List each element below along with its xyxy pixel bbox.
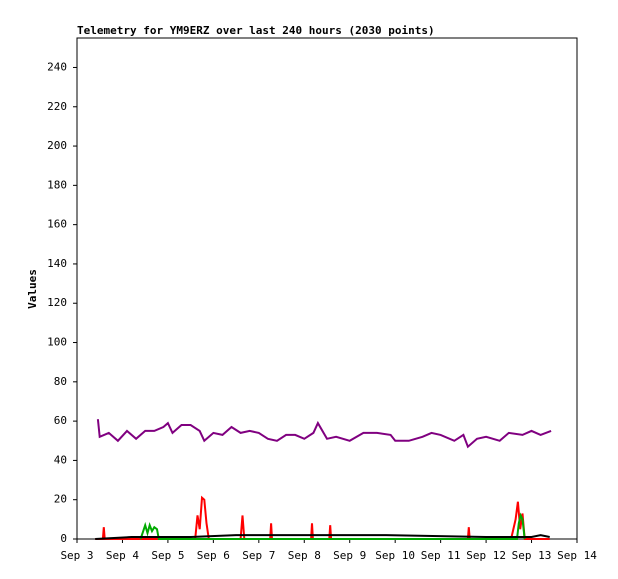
x-tick-label: Sep 3 — [60, 549, 93, 562]
series-line — [139, 512, 526, 540]
plot-frame — [76, 37, 578, 540]
y-tick-label: 40 — [54, 453, 67, 466]
y-tick-label: 220 — [47, 100, 67, 113]
y-tick-label: 0 — [60, 532, 67, 545]
x-tick-label: Sep 11 — [421, 549, 461, 562]
y-tick-label: 60 — [54, 414, 67, 427]
x-tick-label: Sep 8 — [288, 549, 321, 562]
series-line — [96, 419, 552, 449]
series-line — [95, 534, 550, 540]
x-tick-label: Sep 9 — [333, 549, 366, 562]
x-tick-label: Sep 10 — [375, 549, 415, 562]
x-tick-label: Sep 14 — [557, 549, 597, 562]
chart-title: Telemetry for YM9ERZ over last 240 hours… — [77, 24, 435, 37]
x-tick-label: Sep 5 — [151, 549, 184, 562]
x-tick-label: Sep 6 — [197, 549, 230, 562]
y-tick-label: 120 — [47, 296, 67, 309]
y-tick-label: 180 — [47, 178, 67, 191]
y-tick-label: 140 — [47, 257, 67, 270]
y-tick-label: 200 — [47, 139, 67, 152]
y-axis-label: Values — [26, 269, 39, 309]
y-tick-label: 80 — [54, 375, 67, 388]
series-line — [95, 495, 550, 540]
x-tick-label: Sep 4 — [106, 549, 139, 562]
x-tick-label: Sep 7 — [242, 549, 275, 562]
y-tick-label: 240 — [47, 60, 67, 73]
y-tick-label: 160 — [47, 218, 67, 231]
y-tick-label: 100 — [47, 336, 67, 349]
x-tick-label: Sep 13 — [512, 549, 552, 562]
y-tick-label: 20 — [54, 493, 67, 506]
x-tick-label: Sep 12 — [466, 549, 506, 562]
